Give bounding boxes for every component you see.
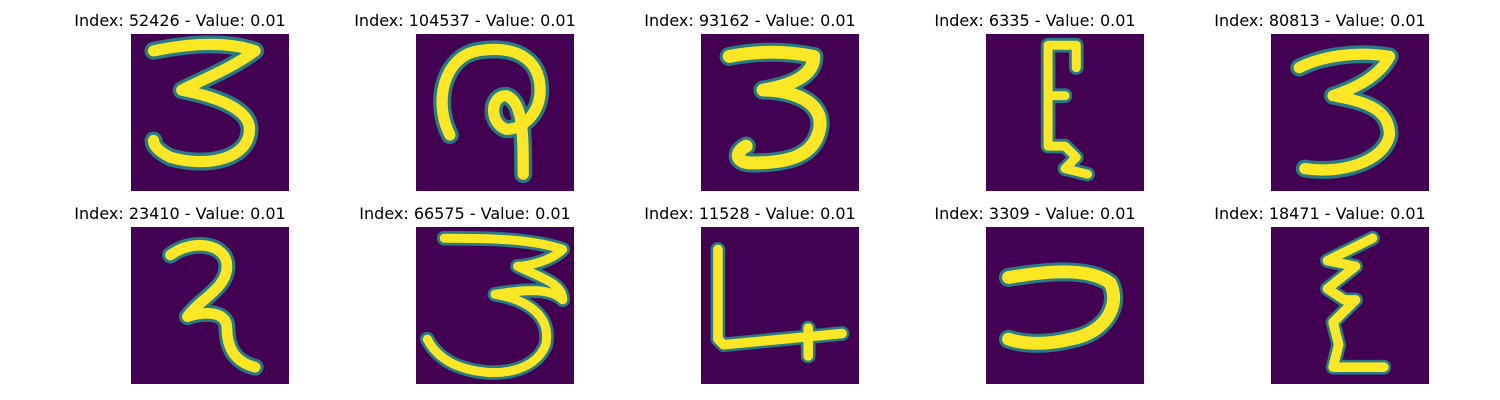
digit-image (131, 34, 289, 191)
digit-image (701, 34, 859, 191)
image-panel: Index: 6335 - Value: 0.01 (885, 0, 1185, 191)
digit-image (1271, 227, 1429, 384)
panel-title: Index: 18471 - Value: 0.01 (1214, 204, 1426, 223)
digit-image (416, 227, 574, 384)
image-panel: Index: 80813 - Value: 0.01 (1170, 0, 1470, 191)
panel-title: Index: 66575 - Value: 0.01 (359, 204, 571, 223)
panel-title: Index: 6335 - Value: 0.01 (934, 11, 1136, 30)
image-panel: Index: 3309 - Value: 0.01 (885, 193, 1185, 384)
panel-title: Index: 104537 - Value: 0.01 (354, 11, 576, 30)
digit-image (986, 227, 1144, 384)
image-panel: Index: 52426 - Value: 0.01 (30, 0, 330, 191)
digit-image (416, 34, 574, 191)
panel-title: Index: 52426 - Value: 0.01 (74, 11, 286, 30)
image-panel: Index: 23410 - Value: 0.01 (30, 193, 330, 384)
panel-title: Index: 3309 - Value: 0.01 (934, 204, 1136, 223)
image-panel: Index: 66575 - Value: 0.01 (315, 193, 615, 384)
digit-image (1271, 34, 1429, 191)
digit-image (131, 227, 289, 384)
panel-title: Index: 11528 - Value: 0.01 (644, 204, 856, 223)
panel-title: Index: 93162 - Value: 0.01 (644, 11, 856, 30)
digit-image (986, 34, 1144, 191)
panel-title: Index: 23410 - Value: 0.01 (74, 204, 286, 223)
digit-image (701, 227, 859, 384)
panel-title: Index: 80813 - Value: 0.01 (1214, 11, 1426, 30)
image-panel: Index: 18471 - Value: 0.01 (1170, 193, 1470, 384)
image-panel: Index: 11528 - Value: 0.01 (600, 193, 900, 384)
image-panel: Index: 93162 - Value: 0.01 (600, 0, 900, 191)
image-panel: Index: 104537 - Value: 0.01 (315, 0, 615, 191)
